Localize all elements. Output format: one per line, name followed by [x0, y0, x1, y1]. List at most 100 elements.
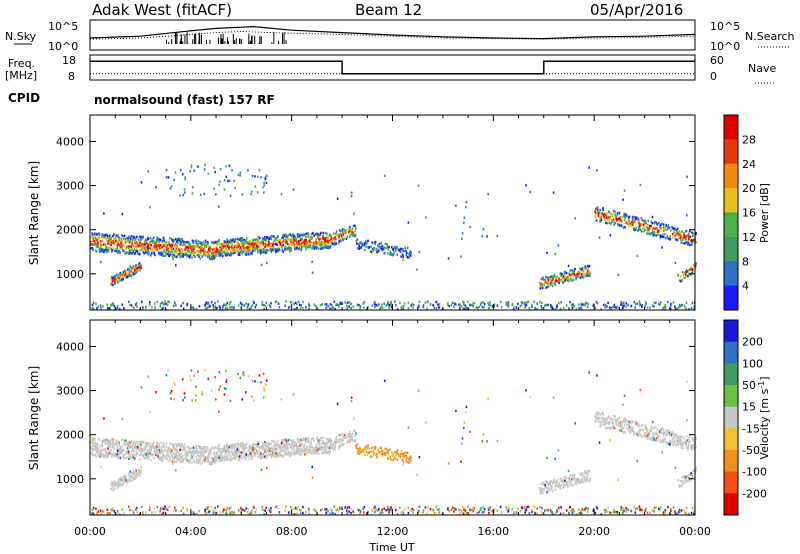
power-cell: [572, 303, 574, 306]
power-cell: [218, 254, 220, 257]
power-cell: [233, 240, 235, 244]
power-cell: [362, 306, 365, 309]
power-cell: [213, 242, 216, 245]
power-cell: [380, 245, 383, 249]
power-cell: [135, 265, 138, 268]
power-cell: [165, 302, 167, 306]
velocity-cell: [170, 450, 173, 453]
power-cell: [453, 305, 455, 308]
power-cell: [550, 283, 552, 287]
power-cell: [184, 176, 186, 179]
power-cell: [332, 232, 335, 235]
velocity-cell: [573, 478, 576, 481]
power-cell: [144, 238, 147, 241]
power-cell: [170, 248, 173, 251]
velocity-cell: [124, 457, 126, 460]
power-cell: [247, 253, 249, 256]
power-cell: [666, 234, 669, 238]
power-cell: [149, 237, 152, 240]
power-cell: [262, 243, 265, 246]
velocity-cell: [97, 452, 99, 456]
power-cell: [595, 300, 598, 304]
power-cell: [120, 243, 123, 246]
power-cell: [387, 247, 390, 251]
power-cell: [540, 305, 543, 308]
power-cell: [160, 244, 162, 247]
velocity-cell: [136, 472, 138, 475]
velocity-cell: [173, 444, 175, 447]
power-cell: [569, 277, 572, 280]
velocity-cell: [183, 446, 186, 449]
power-cell: [283, 234, 286, 238]
power-cell: [618, 211, 621, 215]
velocity-cell: [354, 438, 357, 442]
velocity-cell: [274, 443, 277, 446]
power-cell: [260, 247, 262, 250]
power-cell: [479, 303, 482, 306]
velocity-cell: [131, 453, 134, 456]
power-cell: [291, 233, 294, 236]
velocity-cell: [621, 420, 624, 423]
power-cell: [310, 241, 312, 244]
power-cell: [435, 307, 438, 310]
nave-label: Nave: [748, 62, 776, 75]
velocity-cell: [142, 455, 145, 459]
power-cell: [185, 251, 187, 255]
power-cell: [214, 170, 216, 174]
velocity-cell: [343, 442, 345, 445]
velocity-cell: [144, 451, 146, 454]
power-cell: [334, 236, 337, 239]
power-cell: [269, 237, 271, 240]
power-cell: [94, 237, 97, 240]
power-cell: [406, 251, 408, 255]
power-cell: [342, 233, 344, 237]
velocity-cell: [397, 452, 400, 456]
velocity-cell: [351, 435, 354, 439]
velocity-cell: [128, 473, 130, 476]
velocity-cell: [135, 454, 137, 458]
velocity-cell: [305, 437, 308, 440]
velocity-cell: [339, 434, 342, 438]
velocity-cell: [271, 447, 273, 450]
power-cell: [295, 307, 297, 311]
velocity-cell: [168, 446, 171, 449]
velocity-cell: [273, 440, 276, 443]
velocity-cell: [630, 429, 632, 432]
power-cell: [665, 228, 667, 232]
power-cell: [679, 230, 682, 233]
velocity-cell: [168, 459, 171, 463]
power-cell: [597, 212, 599, 215]
power-cell: [688, 230, 691, 233]
power-cell: [113, 305, 116, 308]
power-cell: [144, 242, 147, 246]
power-cell: [140, 181, 143, 184]
velocity-cell: [218, 447, 221, 450]
velocity-cell: [334, 441, 337, 444]
power-cell: [688, 308, 690, 311]
velocity-cell: [574, 481, 577, 484]
velocity-cell: [222, 447, 225, 450]
power-cell: [311, 244, 314, 247]
power-cell: [300, 238, 302, 241]
colorbar-segment: [724, 163, 738, 189]
velocity-cell: [229, 446, 232, 450]
power-cell: [235, 245, 237, 248]
velocity-cell: [146, 444, 148, 447]
velocity-cell: [404, 452, 407, 455]
power-cell: [232, 307, 235, 310]
velocity-cell: [610, 426, 613, 429]
power-cell: [676, 307, 679, 310]
power-cell: [129, 303, 131, 307]
velocity-cell: [133, 474, 136, 477]
power-cell: [545, 275, 547, 278]
velocity-cell: [364, 445, 367, 448]
velocity-cell: [147, 442, 150, 445]
power-cell: [194, 244, 197, 247]
power-cell: [136, 305, 138, 308]
velocity-cell: [381, 454, 384, 457]
velocity-cell: [276, 454, 278, 458]
velocity-cell: [581, 472, 584, 475]
velocity-cell: [192, 454, 195, 458]
velocity-cell: [170, 453, 173, 456]
